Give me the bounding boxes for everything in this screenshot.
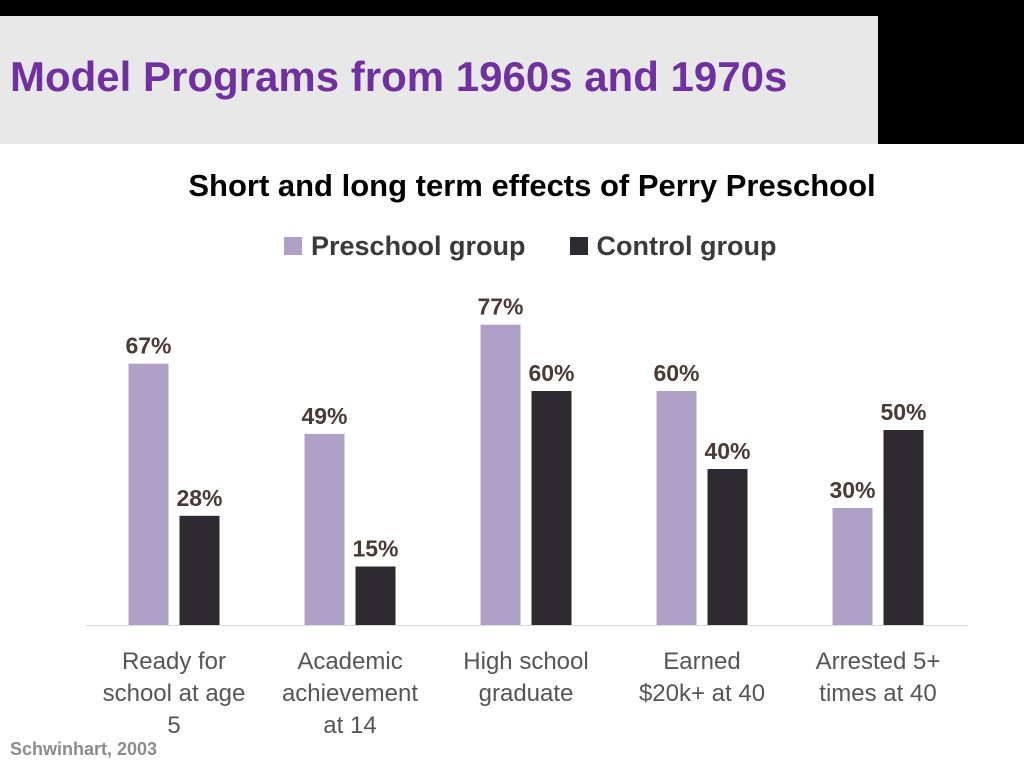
- x-tick-label: Academic: [297, 648, 402, 675]
- data-label: 60%: [528, 360, 574, 386]
- x-tick-label: $20k+ at 40: [639, 680, 765, 707]
- bar-preschool-2: [480, 324, 521, 625]
- bar-control-0: [179, 515, 220, 625]
- bar-preschool-1: [304, 433, 345, 625]
- bar-chart: 67% 28% Ready for school at age 5 49% 15% Acade…: [86, 294, 968, 739]
- legend-label-control: Control group: [596, 230, 777, 261]
- data-label: 77%: [477, 294, 523, 320]
- legend-label-preschool: Preschool group: [311, 230, 526, 261]
- source-citation: Schwinhart, 2003: [10, 739, 158, 759]
- x-tick-label: Earned: [663, 648, 740, 675]
- bar-control-4: [883, 430, 924, 625]
- top-black-bar: [0, 0, 1024, 16]
- title-band: [0, 16, 878, 144]
- bar-control-3: [707, 469, 748, 625]
- data-label: 40%: [704, 438, 750, 464]
- data-label: 49%: [301, 403, 347, 429]
- data-label: 30%: [829, 477, 875, 503]
- x-tick-label: graduate: [479, 680, 574, 707]
- corner-black-block: [878, 16, 1024, 144]
- legend-item-control: Control group: [569, 230, 777, 262]
- data-label: 67%: [125, 333, 171, 359]
- data-label: 60%: [653, 360, 699, 386]
- chart-legend: Preschool group Control group: [284, 228, 777, 264]
- x-tick-label: school at age: [103, 680, 246, 707]
- x-tick-label: achievement: [282, 680, 418, 707]
- legend-swatch-preschool: [284, 237, 302, 255]
- bar-preschool-3: [656, 391, 697, 625]
- data-label: 50%: [880, 399, 926, 425]
- legend-item-preschool: Preschool group: [284, 231, 526, 262]
- x-tick-label: at 14: [323, 712, 376, 739]
- bar-control-1: [355, 566, 396, 625]
- data-label: 28%: [176, 485, 222, 511]
- bar-preschool-0: [128, 363, 169, 625]
- bar-control-2: [531, 391, 572, 625]
- chart-title: Short and long term effects of Perry Pre…: [188, 168, 876, 203]
- x-tick-label: Arrested 5+: [816, 648, 941, 675]
- slide-title: Model Programs from 1960s and 1970s: [10, 53, 788, 100]
- x-tick-label: Ready for: [122, 648, 226, 675]
- legend-swatch-control: [569, 237, 588, 255]
- bar-preschool-4: [832, 508, 873, 625]
- x-tick-label: 5: [167, 712, 180, 739]
- x-tick-label: High school: [463, 648, 588, 675]
- data-label: 15%: [352, 536, 398, 562]
- x-tick-label: times at 40: [819, 680, 936, 707]
